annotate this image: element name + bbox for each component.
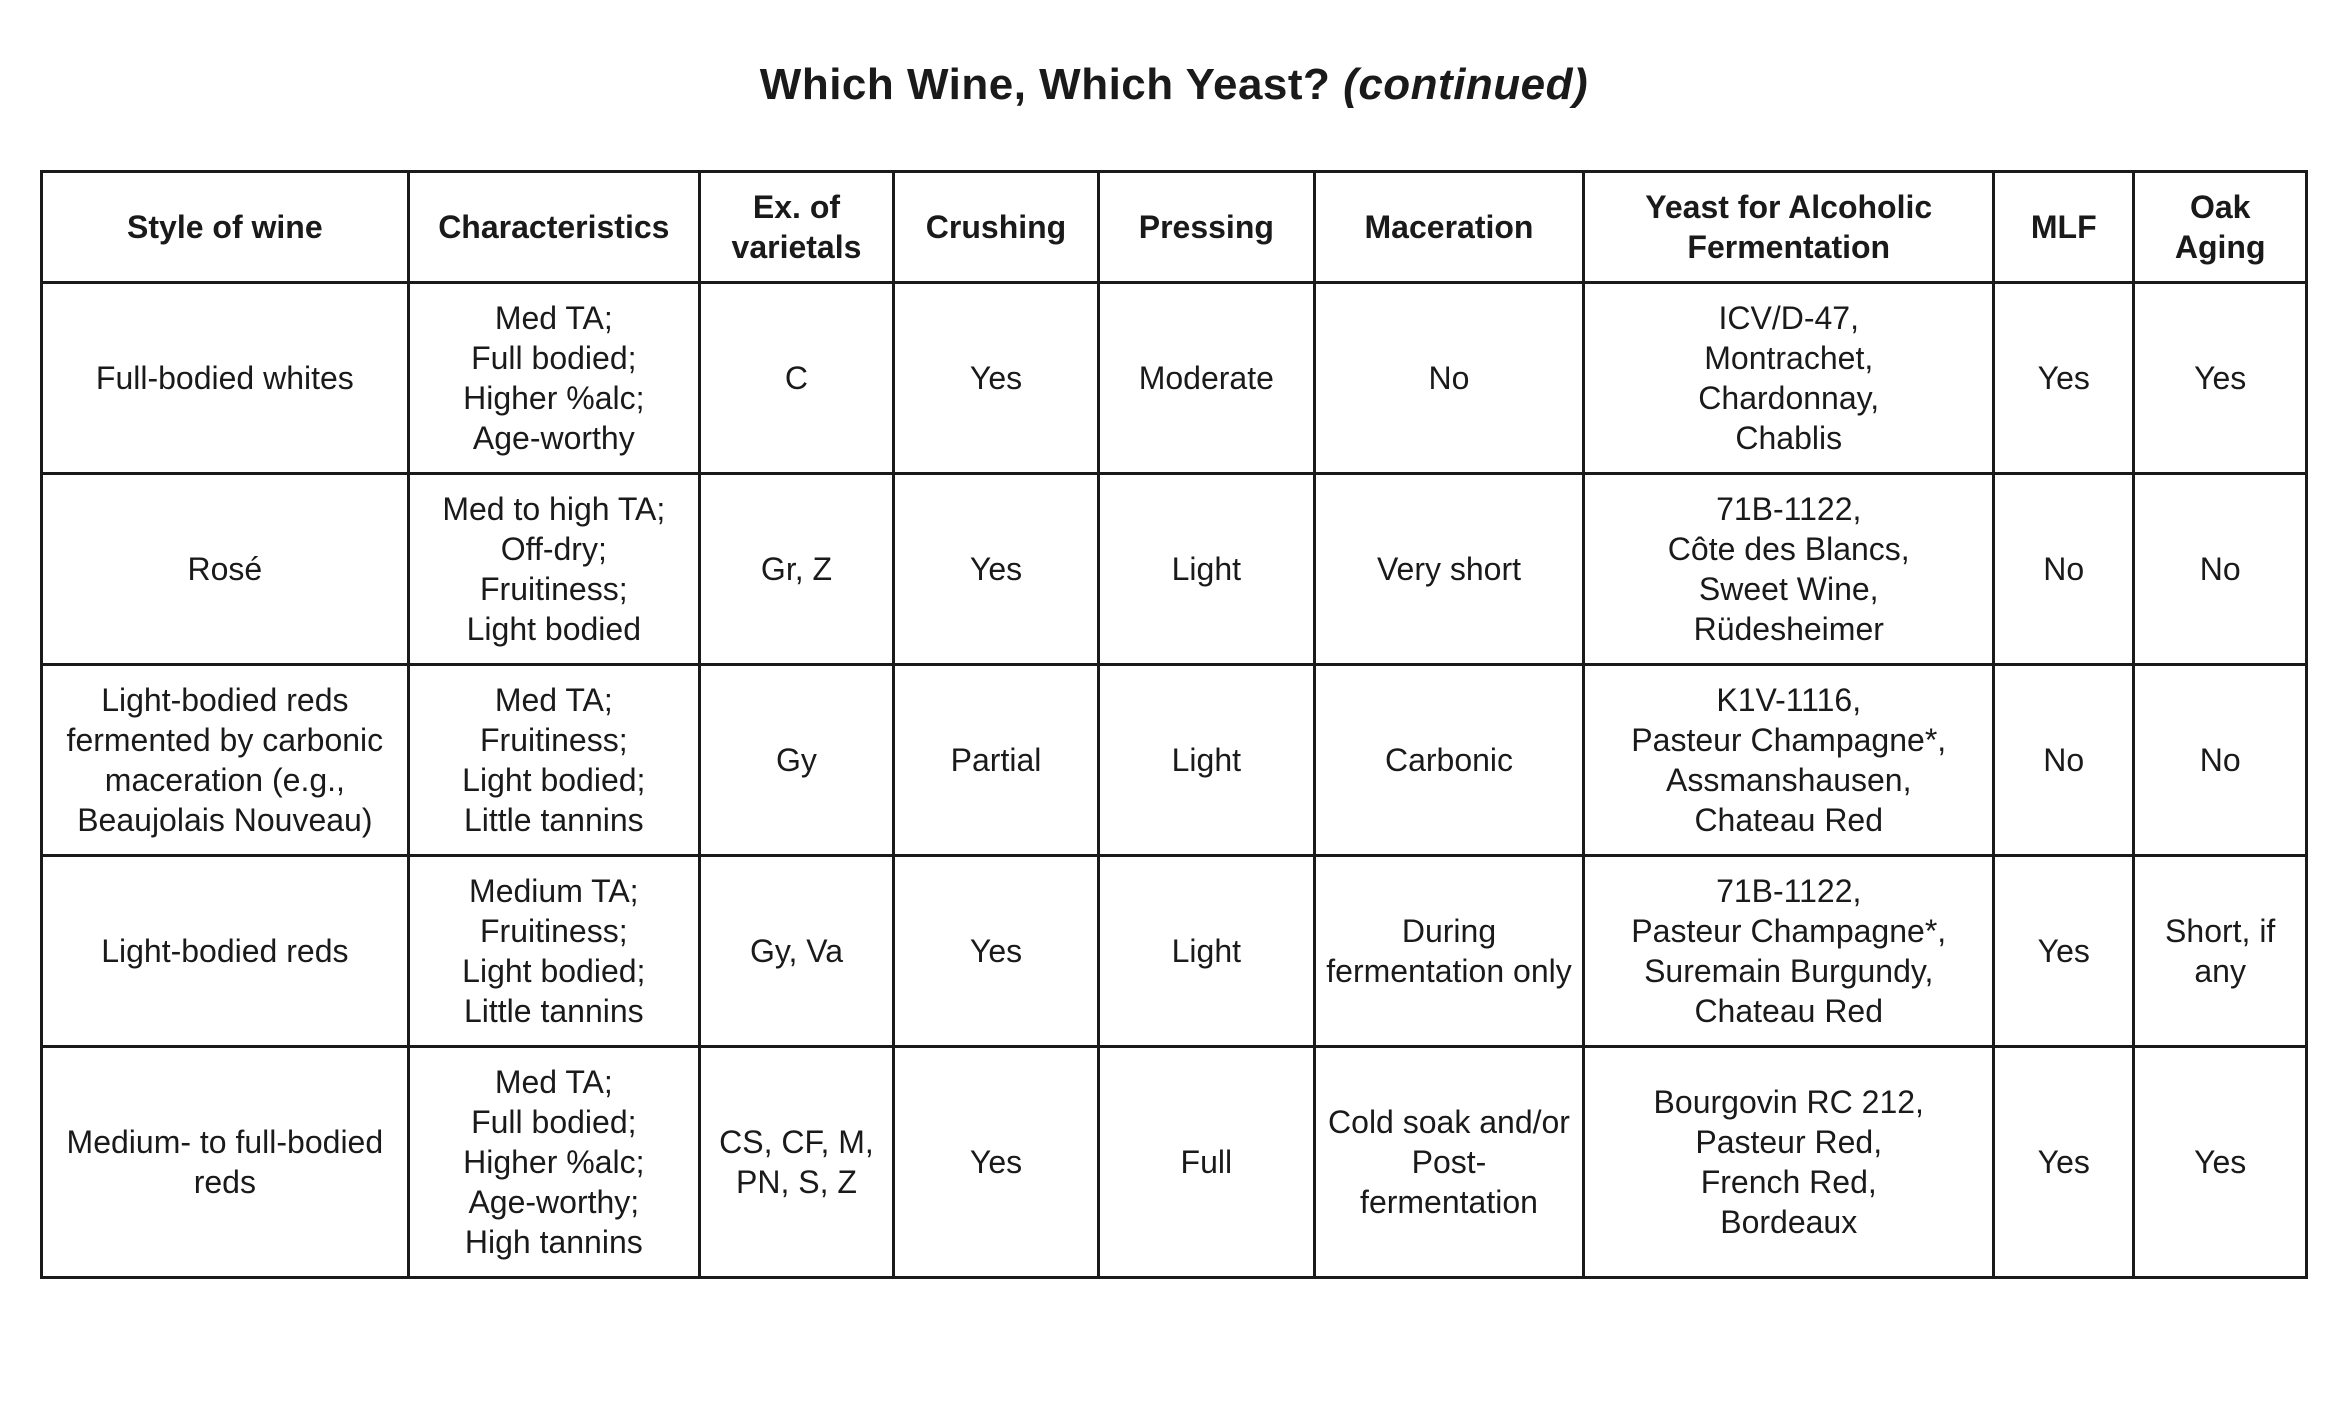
- table-row: Medium- to full-bodied reds Med TA; Full…: [42, 1047, 2307, 1278]
- cell-mlf: No: [1994, 474, 2134, 665]
- table-body: Full-bodied whites Med TA; Full bodied; …: [42, 283, 2307, 1278]
- cell-oak: Yes: [2134, 1047, 2307, 1278]
- cell-oak: No: [2134, 474, 2307, 665]
- cell-style: Full-bodied whites: [42, 283, 409, 474]
- title-main: Which Wine, Which Yeast?: [760, 60, 1343, 109]
- col-characteristics: Characteristics: [408, 172, 699, 283]
- cell-varietals: C: [699, 283, 893, 474]
- cell-maceration: No: [1314, 283, 1584, 474]
- col-pressing: Pressing: [1098, 172, 1314, 283]
- cell-oak: Yes: [2134, 283, 2307, 474]
- cell-characteristics: Medium TA; Fruitiness; Light bodied; Lit…: [408, 856, 699, 1047]
- cell-crushing: Yes: [894, 283, 1099, 474]
- table-header-row: Style of wine Characteristics Ex. of var…: [42, 172, 2307, 283]
- col-yeast: Yeast for Alcoholic Fermentation: [1584, 172, 1994, 283]
- cell-crushing: Yes: [894, 474, 1099, 665]
- cell-pressing: Light: [1098, 856, 1314, 1047]
- cell-maceration: During fermentation only: [1314, 856, 1584, 1047]
- cell-yeast: ICV/D-47, Montrachet, Chardonnay, Chabli…: [1584, 283, 1994, 474]
- cell-pressing: Light: [1098, 665, 1314, 856]
- table-row: Light-bodied reds Medium TA; Fruitiness;…: [42, 856, 2307, 1047]
- cell-pressing: Light: [1098, 474, 1314, 665]
- page: Which Wine, Which Yeast? (continued) Sty…: [0, 0, 2348, 1339]
- cell-style: Rosé: [42, 474, 409, 665]
- cell-mlf: No: [1994, 665, 2134, 856]
- col-mlf: MLF: [1994, 172, 2134, 283]
- cell-mlf: Yes: [1994, 283, 2134, 474]
- table-row: Rosé Med to high TA; Off-dry; Fruitiness…: [42, 474, 2307, 665]
- cell-varietals: Gr, Z: [699, 474, 893, 665]
- col-style: Style of wine: [42, 172, 409, 283]
- cell-varietals: Gy: [699, 665, 893, 856]
- cell-mlf: Yes: [1994, 856, 2134, 1047]
- cell-maceration: Very short: [1314, 474, 1584, 665]
- cell-style: Light-bodied reds fermented by carbonic …: [42, 665, 409, 856]
- cell-crushing: Yes: [894, 856, 1099, 1047]
- title-continued: (continued): [1343, 60, 1588, 109]
- cell-style: Medium- to full-bodied reds: [42, 1047, 409, 1278]
- table-row: Full-bodied whites Med TA; Full bodied; …: [42, 283, 2307, 474]
- col-oak: Oak Aging: [2134, 172, 2307, 283]
- table-row: Light-bodied reds fermented by carbonic …: [42, 665, 2307, 856]
- cell-characteristics: Med TA; Fruitiness; Light bodied; Little…: [408, 665, 699, 856]
- cell-yeast: K1V-1116, Pasteur Champagne*, Assmanshau…: [1584, 665, 1994, 856]
- cell-crushing: Yes: [894, 1047, 1099, 1278]
- cell-characteristics: Med to high TA; Off-dry; Fruitiness; Lig…: [408, 474, 699, 665]
- cell-characteristics: Med TA; Full bodied; Higher %alc; Age-wo…: [408, 1047, 699, 1278]
- col-crushing: Crushing: [894, 172, 1099, 283]
- cell-characteristics: Med TA; Full bodied; Higher %alc; Age-wo…: [408, 283, 699, 474]
- col-maceration: Maceration: [1314, 172, 1584, 283]
- cell-oak: Short, if any: [2134, 856, 2307, 1047]
- cell-varietals: Gy, Va: [699, 856, 893, 1047]
- cell-maceration: Carbonic: [1314, 665, 1584, 856]
- page-title: Which Wine, Which Yeast? (continued): [40, 60, 2308, 110]
- cell-varietals: CS, CF, M, PN, S, Z: [699, 1047, 893, 1278]
- cell-yeast: 71B-1122, Pasteur Champagne*, Suremain B…: [1584, 856, 1994, 1047]
- cell-mlf: Yes: [1994, 1047, 2134, 1278]
- cell-oak: No: [2134, 665, 2307, 856]
- cell-pressing: Full: [1098, 1047, 1314, 1278]
- wine-yeast-table: Style of wine Characteristics Ex. of var…: [40, 170, 2308, 1279]
- cell-yeast: Bourgovin RC 212, Pasteur Red, French Re…: [1584, 1047, 1994, 1278]
- cell-crushing: Partial: [894, 665, 1099, 856]
- cell-style: Light-bodied reds: [42, 856, 409, 1047]
- col-varietals: Ex. of varietals: [699, 172, 893, 283]
- cell-yeast: 71B-1122, Côte des Blancs, Sweet Wine, R…: [1584, 474, 1994, 665]
- cell-maceration: Cold soak and/or Post-fermentation: [1314, 1047, 1584, 1278]
- cell-pressing: Moderate: [1098, 283, 1314, 474]
